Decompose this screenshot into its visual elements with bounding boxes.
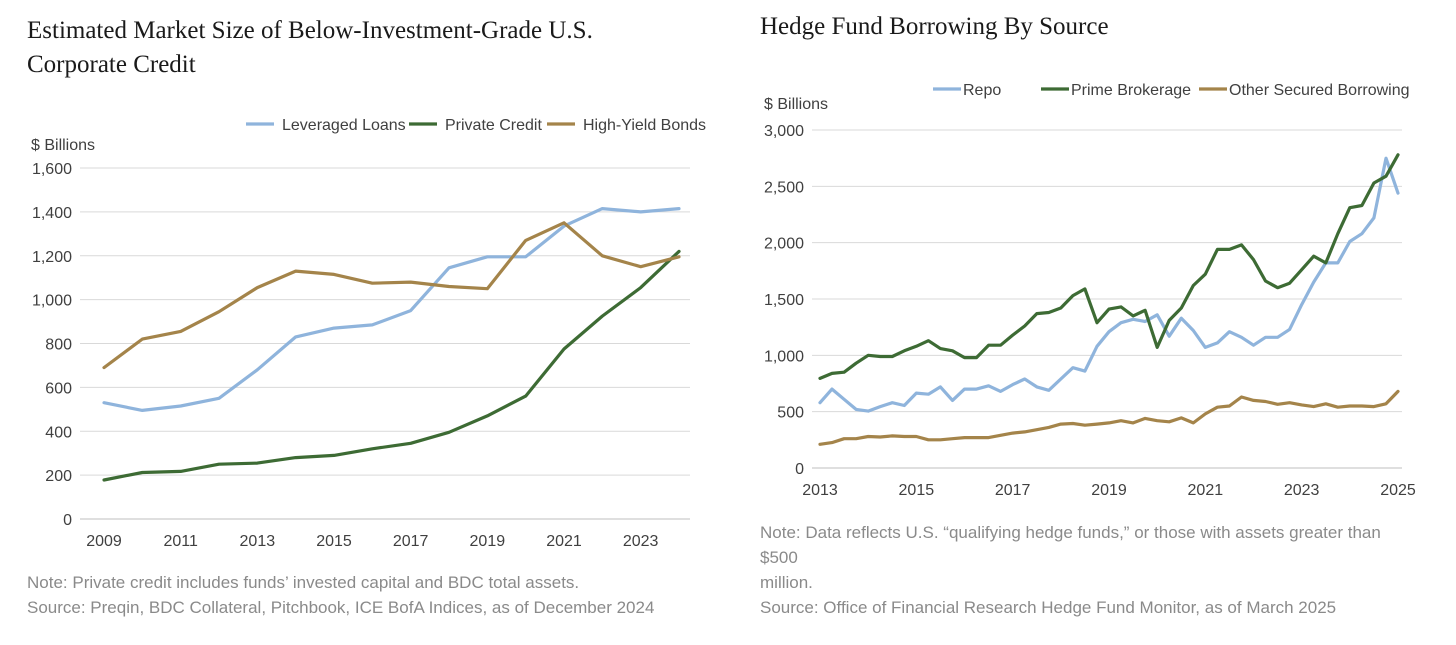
right-legend-label-repo: Repo [963, 82, 1001, 99]
left-series-line-high-yield-bonds [102, 221, 681, 370]
right-note-line1: Note: Data reflects U.S. “qualifying hed… [760, 523, 1381, 567]
left-x-tick-label: 2019 [470, 533, 506, 550]
right-x-tick-label: 2017 [995, 482, 1031, 499]
right-x-tick-label: 2021 [1188, 482, 1224, 499]
left-series-line-private-credit [102, 249, 681, 482]
left-legend-label-high-yield-bonds: High-Yield Bonds [583, 117, 706, 134]
left-y-tick-label: 1,600 [32, 161, 72, 178]
right-legend-label-prime-brokerage: Prime Brokerage [1071, 82, 1191, 99]
left-x-tick-label: 2013 [240, 533, 276, 550]
left-x-tick-label: 2017 [393, 533, 429, 550]
right-series-line-repo [818, 156, 1400, 413]
left-source-line: Source: Preqin, BDC Collateral, Pitchboo… [27, 598, 655, 617]
right-series-line-prime-brokerage [818, 153, 1400, 380]
right-chart-note: Note: Data reflects U.S. “qualifying hed… [760, 520, 1410, 620]
left-chart-note: Note: Private credit includes funds’ inv… [27, 570, 654, 620]
right-x-tick-label: 2019 [1091, 482, 1127, 499]
left-legend-label-leveraged-loans: Leveraged Loans [282, 117, 406, 134]
left-chart-title: Estimated Market Size of Below-Investmen… [27, 14, 687, 82]
right-x-tick-label: 2023 [1284, 482, 1320, 499]
right-chart-title: Hedge Fund Borrowing By Source [760, 13, 1109, 40]
right-y-axis-unit-label: $ Billions [764, 96, 828, 113]
right-y-tick-label: 500 [777, 405, 804, 422]
right-y-tick-label: 1,000 [764, 348, 804, 365]
left-x-tick-label: 2015 [316, 533, 352, 550]
left-note-line1: Note: Private credit includes funds’ inv… [27, 573, 580, 592]
right-x-tick-label: 2025 [1380, 482, 1416, 499]
left-chart-title-line1: Estimated Market Size of Below-Investmen… [27, 17, 593, 44]
right-line-chart: 0 500 1,000 1,500 2,000 2,500 3,000 2013 2015 201… [764, 82, 1416, 499]
left-series-line-leveraged-loans [102, 207, 681, 412]
left-x-tick-label: 2009 [86, 533, 122, 550]
right-y-tick-label: 2,500 [764, 179, 804, 196]
right-y-tick-label: 3,000 [764, 123, 804, 140]
left-y-tick-label: 1,400 [32, 205, 72, 222]
left-y-tick-label: 800 [45, 337, 72, 354]
left-x-tick-label: 2023 [623, 533, 659, 550]
left-y-axis-unit-label: $ Billions [31, 137, 95, 154]
right-legend-label-other-secured-borrowing: Other Secured Borrowing [1229, 82, 1410, 99]
right-x-tick-label: 2015 [899, 482, 935, 499]
left-y-tick-label: 600 [45, 380, 72, 397]
left-y-tick-label: 1,200 [32, 249, 72, 266]
right-y-tick-label: 1,500 [764, 292, 804, 309]
right-note-line2: million. [760, 573, 813, 592]
right-source-line: Source: Office of Financial Research Hed… [760, 598, 1337, 617]
left-y-tick-label: 400 [45, 424, 72, 441]
right-series-line-other-secured-borrowing [818, 389, 1400, 446]
left-y-tick-label: 1,000 [32, 293, 72, 310]
left-line-chart: 0 200 400 600 800 1,000 1,200 1,400 1,600 2009 201… [31, 117, 706, 550]
left-y-tick-label: 0 [63, 512, 72, 529]
right-y-tick-label: 2,000 [764, 236, 804, 253]
left-y-tick-label: 200 [45, 468, 72, 485]
left-chart-title-line2: Corporate Credit [27, 51, 196, 78]
left-legend-label-private-credit: Private Credit [445, 117, 542, 134]
left-x-tick-label: 2021 [546, 533, 582, 550]
left-x-tick-label: 2011 [163, 533, 198, 550]
right-y-tick-label: 0 [795, 461, 804, 478]
right-x-tick-label: 2013 [802, 482, 838, 499]
